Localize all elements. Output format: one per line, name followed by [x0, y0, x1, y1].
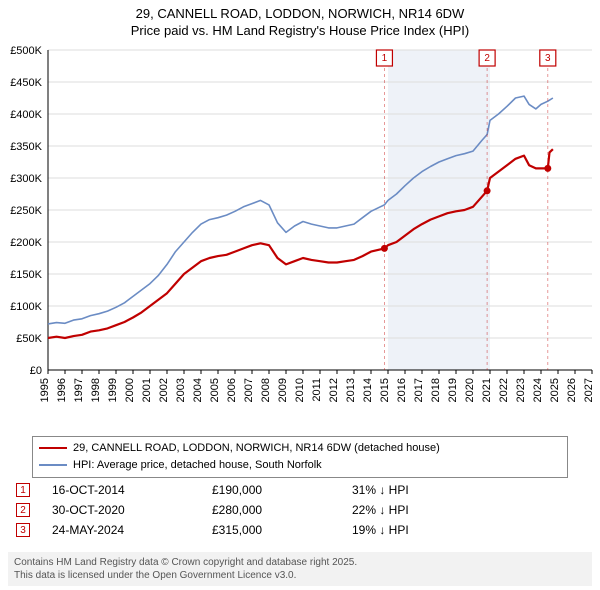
legend-swatch: [39, 464, 67, 466]
sale-diff: 31% ↓ HPI: [352, 483, 512, 497]
svg-text:£400K: £400K: [10, 109, 42, 121]
svg-text:2024: 2024: [532, 378, 544, 402]
sale-price: £190,000: [212, 483, 352, 497]
legend-swatch: [39, 447, 67, 449]
svg-text:3: 3: [545, 53, 551, 64]
title-line-1: 29, CANNELL ROAD, LODDON, NORWICH, NR14 …: [0, 6, 600, 23]
svg-text:2019: 2019: [447, 378, 459, 402]
svg-text:2001: 2001: [141, 378, 153, 402]
sale-marker: 2: [16, 503, 30, 517]
svg-text:2002: 2002: [158, 378, 170, 402]
sale-row: 1 16-OCT-2014£190,00031% ↓ HPI: [12, 480, 588, 500]
footer-attribution: Contains HM Land Registry data © Crown c…: [8, 552, 592, 586]
svg-text:1997: 1997: [73, 378, 85, 402]
svg-text:2004: 2004: [192, 378, 204, 402]
footer-line-2: This data is licensed under the Open Gov…: [14, 569, 586, 582]
svg-text:2014: 2014: [362, 378, 374, 402]
svg-text:2013: 2013: [345, 378, 357, 402]
svg-text:2022: 2022: [498, 378, 510, 402]
chart-area: £0 £50K £100K £150K £200K £250K £300K £350K £400…: [0, 42, 600, 430]
svg-text:2021: 2021: [481, 378, 493, 402]
svg-text:£200K: £200K: [10, 237, 42, 249]
svg-text:£50K: £50K: [16, 333, 42, 345]
legend-row: HPI: Average price, detached house, Sout…: [39, 457, 561, 474]
svg-text:2016: 2016: [396, 378, 408, 402]
chart-container: 29, CANNELL ROAD, LODDON, NORWICH, NR14 …: [0, 0, 600, 590]
svg-text:2011: 2011: [311, 378, 323, 402]
sale-date: 30-OCT-2020: [52, 503, 212, 517]
svg-text:2: 2: [484, 53, 490, 64]
svg-text:1998: 1998: [90, 378, 102, 402]
svg-text:£150K: £150K: [10, 269, 42, 281]
svg-text:2010: 2010: [294, 378, 306, 402]
svg-text:2027: 2027: [583, 378, 595, 402]
svg-text:2005: 2005: [209, 378, 221, 402]
sale-date: 16-OCT-2014: [52, 483, 212, 497]
sale-marker: 3: [16, 523, 30, 537]
sale-price: £280,000: [212, 503, 352, 517]
footer-line-1: Contains HM Land Registry data © Crown c…: [14, 556, 586, 569]
svg-text:£500K: £500K: [10, 45, 42, 57]
svg-text:2025: 2025: [549, 378, 561, 402]
legend-row: 29, CANNELL ROAD, LODDON, NORWICH, NR14 …: [39, 440, 561, 457]
svg-text:2020: 2020: [464, 378, 476, 402]
svg-text:2009: 2009: [277, 378, 289, 402]
svg-text:1995: 1995: [39, 378, 51, 402]
svg-text:1: 1: [382, 53, 388, 64]
sale-price: £315,000: [212, 523, 352, 537]
svg-text:£0: £0: [30, 365, 42, 377]
svg-text:£100K: £100K: [10, 301, 42, 313]
legend-label: HPI: Average price, detached house, Sout…: [73, 457, 322, 474]
title-block: 29, CANNELL ROAD, LODDON, NORWICH, NR14 …: [0, 0, 600, 42]
svg-text:2008: 2008: [260, 378, 272, 402]
sale-date: 24-MAY-2024: [52, 523, 212, 537]
sale-row: 2 30-OCT-2020£280,00022% ↓ HPI: [12, 500, 588, 520]
svg-text:2000: 2000: [124, 378, 136, 402]
svg-text:2026: 2026: [566, 378, 578, 402]
svg-text:£250K: £250K: [10, 205, 42, 217]
chart-svg: £0 £50K £100K £150K £200K £250K £300K £350K £400…: [0, 42, 600, 430]
title-line-2: Price paid vs. HM Land Registry's House …: [0, 23, 600, 40]
svg-text:2003: 2003: [175, 378, 187, 402]
svg-text:2015: 2015: [379, 378, 391, 402]
svg-text:£300K: £300K: [10, 173, 42, 185]
svg-text:£350K: £350K: [10, 141, 42, 153]
svg-text:1996: 1996: [56, 378, 68, 402]
svg-text:£450K: £450K: [10, 77, 42, 89]
svg-text:2017: 2017: [413, 378, 425, 402]
svg-text:2007: 2007: [243, 378, 255, 402]
legend: 29, CANNELL ROAD, LODDON, NORWICH, NR14 …: [32, 436, 568, 478]
sale-diff: 22% ↓ HPI: [352, 503, 512, 517]
svg-text:2006: 2006: [226, 378, 238, 402]
sales-table: 1 16-OCT-2014£190,00031% ↓ HPI 2 30-OCT-202…: [12, 480, 588, 540]
sale-marker: 1: [16, 483, 30, 497]
svg-text:1999: 1999: [107, 378, 119, 402]
svg-text:2018: 2018: [430, 378, 442, 402]
legend-label: 29, CANNELL ROAD, LODDON, NORWICH, NR14 …: [73, 440, 440, 457]
sale-row: 3 24-MAY-2024£315,00019% ↓ HPI: [12, 520, 588, 540]
svg-text:2012: 2012: [328, 378, 340, 402]
svg-text:2023: 2023: [515, 378, 527, 402]
sale-diff: 19% ↓ HPI: [352, 523, 512, 537]
